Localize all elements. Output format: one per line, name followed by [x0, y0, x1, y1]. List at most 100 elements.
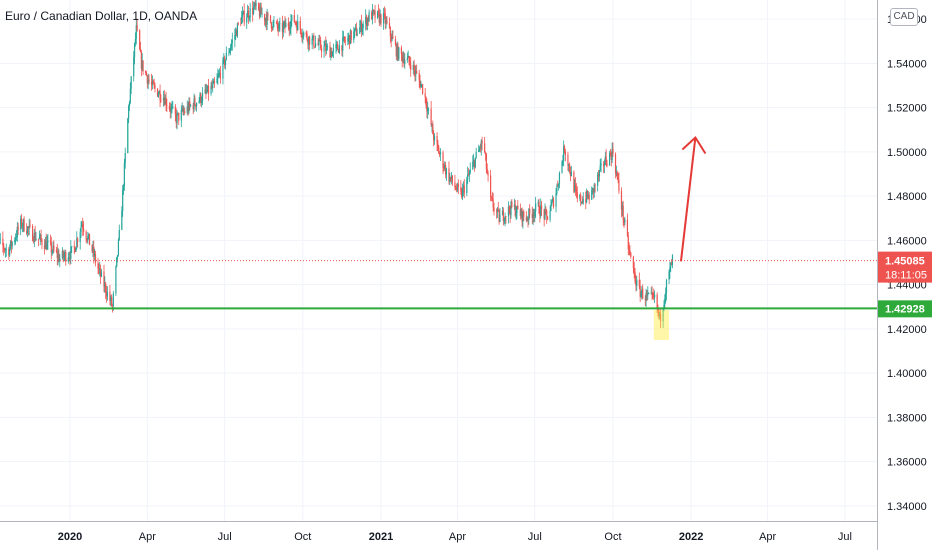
x-tick-label: Apr: [449, 531, 466, 543]
candle-body: [104, 283, 106, 287]
candle-body: [47, 240, 49, 243]
candle-body: [634, 272, 636, 282]
candle-body: [659, 313, 662, 322]
candle-body: [390, 36, 392, 41]
candle-body: [249, 7, 251, 18]
candle-body: [444, 165, 446, 169]
candle-body: [384, 13, 386, 24]
candle-body: [527, 218, 529, 221]
candle-body: [242, 11, 244, 14]
candle-body: [668, 271, 670, 280]
candle-body: [234, 35, 236, 40]
candle-body: [223, 57, 225, 60]
candle-body: [581, 201, 583, 204]
candle-body: [122, 186, 125, 190]
candle-body: [313, 35, 315, 47]
currency-button[interactable]: CAD: [890, 8, 918, 26]
candle-body: [141, 60, 143, 69]
candle-body: [523, 211, 525, 218]
candle-body: [614, 154, 617, 174]
candle-body: [241, 13, 244, 17]
candle-body: [576, 192, 578, 199]
candle-body: [568, 164, 570, 166]
candle-body: [70, 247, 72, 259]
candle-body: [627, 235, 629, 249]
candle-body: [146, 75, 148, 84]
candle-body: [77, 238, 79, 242]
candle-body: [166, 105, 168, 107]
candle-body: [38, 237, 41, 240]
x-tick-label: 2020: [58, 531, 82, 543]
candles: [0, 0, 674, 329]
candle-body: [147, 79, 149, 84]
candle-body: [212, 83, 214, 88]
candle-body: [136, 25, 138, 31]
candle-body: [320, 40, 322, 49]
candle-body: [525, 217, 527, 221]
candle-body: [294, 22, 296, 23]
candle-body: [324, 43, 326, 47]
candle-body: [82, 224, 84, 229]
candle-body: [142, 60, 144, 72]
candle-body: [451, 175, 453, 183]
candle-body: [156, 88, 159, 97]
candle-body: [663, 304, 665, 308]
candle-body: [501, 210, 504, 216]
candle-body: [285, 23, 287, 28]
candle-body: [540, 205, 543, 210]
candle-body: [493, 207, 495, 211]
candle-body: [478, 149, 480, 153]
candle-body: [20, 218, 23, 226]
candle-body: [301, 34, 303, 37]
candle-body: [16, 226, 18, 238]
candle-body: [371, 9, 374, 20]
candle-body: [98, 268, 100, 270]
candle-body: [379, 14, 381, 23]
candle-body: [461, 191, 463, 198]
candle-body: [296, 24, 298, 31]
candle-body: [373, 10, 375, 12]
candle-body: [11, 242, 13, 247]
candle-body: [258, 3, 260, 10]
candle-body: [271, 28, 273, 29]
candle-body: [150, 81, 153, 85]
candle-body: [425, 96, 427, 106]
candle-body: [529, 208, 531, 214]
candle-body: [382, 13, 385, 24]
candle-body: [263, 14, 266, 21]
candle-body: [140, 51, 142, 69]
candle-body: [32, 226, 34, 241]
candle-body: [159, 91, 161, 101]
candle-body: [302, 36, 304, 38]
candle-body: [32, 240, 35, 242]
candle-body: [299, 21, 301, 30]
candle-body: [318, 40, 320, 45]
candle-body: [213, 80, 216, 84]
candle-body: [326, 46, 328, 52]
candle-body: [61, 250, 63, 259]
candle-body: [190, 105, 192, 107]
candle-body: [335, 44, 337, 48]
candle-body: [420, 84, 422, 88]
candle-body: [600, 163, 602, 166]
candle-body: [181, 108, 183, 111]
candle-body: [574, 184, 577, 189]
candle-body: [116, 255, 119, 257]
x-tick-label: Jul: [838, 531, 852, 543]
candle-body: [88, 233, 91, 246]
candle-body: [8, 249, 10, 256]
candle-body: [39, 234, 41, 238]
candle-body: [64, 252, 66, 256]
candle-body: [180, 110, 182, 121]
candle-body: [201, 93, 204, 102]
candle-body: [439, 153, 441, 155]
candle-body: [168, 105, 171, 110]
candle-body: [648, 293, 650, 294]
y-tick-label: 1.34000: [887, 501, 927, 513]
candle-body: [128, 106, 130, 119]
candle-body: [103, 271, 105, 287]
candle-body: [362, 23, 364, 29]
candle-body: [255, 3, 257, 7]
candle-body: [164, 97, 166, 105]
